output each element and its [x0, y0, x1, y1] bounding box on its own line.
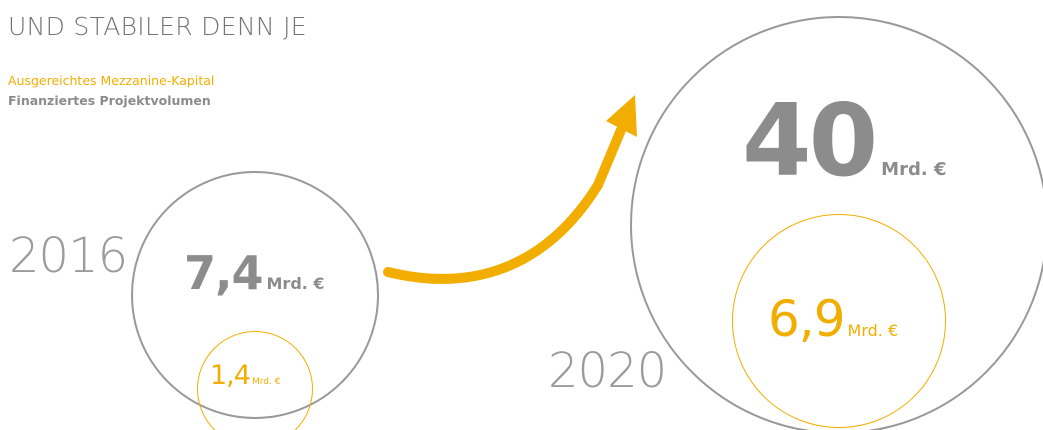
projektvolumen-unit-2020: Mrd. € [881, 159, 947, 180]
legend-projektvolumen: Finanziertes Projektvolumen [8, 93, 211, 108]
mezzanine-number-2016: 1,4 [210, 360, 251, 391]
mezzanine-circle-2020 [732, 214, 946, 428]
headline: UND STABILER DENN JE [8, 12, 307, 41]
legend-mezzanine: Ausgereichtes Mezzanine-Kapital [8, 73, 215, 88]
mezzanine-number-2020: 6,9 [768, 290, 846, 348]
mezzanine-value-2016: 1,4 Mrd. € [210, 360, 280, 391]
mezzanine-circle-2016 [197, 331, 313, 430]
projektvolumen-value-2016: 7,4 Mrd. € [184, 246, 325, 300]
year-label-2016: 2016 [9, 228, 128, 284]
projektvolumen-circle-2020 [630, 16, 1043, 430]
projektvolumen-number-2016: 7,4 [184, 246, 263, 300]
legend: Ausgereichtes Mezzanine-Kapital Finanzie… [8, 71, 214, 111]
mezzanine-unit-2020: Mrd. € [847, 321, 899, 340]
mezzanine-unit-2016: Mrd. € [251, 377, 281, 387]
year-label-2020: 2020 [548, 343, 667, 399]
mezzanine-value-2020: 6,9 Mrd. € [768, 290, 898, 348]
projektvolumen-number-2020: 40 [742, 82, 878, 199]
projektvolumen-value-2020: 40 Mrd. € [742, 82, 946, 199]
projektvolumen-unit-2016: Mrd. € [266, 274, 325, 293]
